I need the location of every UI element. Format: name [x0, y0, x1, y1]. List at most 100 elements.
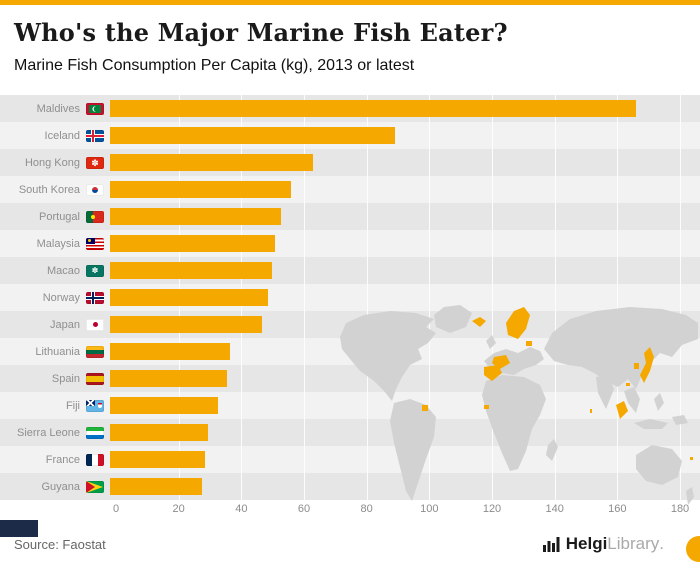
bar — [110, 478, 202, 495]
bar-track — [110, 262, 680, 279]
country-label: Hong Kong — [24, 156, 80, 169]
bar-track — [110, 154, 680, 171]
maldives-flag-icon — [86, 102, 104, 115]
country-label: Sierra Leone — [17, 426, 80, 439]
bar-track — [110, 397, 680, 414]
norway-flag-icon — [86, 291, 104, 304]
bar-track — [110, 451, 680, 468]
x-tick-label: 60 — [297, 503, 311, 515]
bar-track — [110, 424, 680, 441]
bar-track — [110, 478, 680, 495]
bar-track — [110, 343, 680, 360]
country-label: Maldives — [36, 102, 80, 115]
x-tick-label: 140 — [545, 503, 564, 515]
guyana-flag-icon — [86, 480, 104, 493]
chart-row: South Korea — [0, 176, 700, 203]
country-label: Macao — [46, 264, 80, 277]
bar-track — [110, 370, 680, 387]
x-tick-label: 40 — [235, 503, 248, 515]
bar — [110, 262, 272, 279]
x-tick-label: 0 — [112, 503, 120, 515]
bar — [110, 397, 218, 414]
chart-subtitle: Marine Fish Consumption Per Capita (kg),… — [14, 57, 415, 74]
chart-row: Norway — [0, 284, 700, 311]
x-axis: 0 20 40 60 80 100 120 140 160 180 — [112, 503, 689, 520]
bar — [110, 289, 269, 306]
bar — [110, 451, 205, 468]
brand-dot: . — [659, 534, 664, 553]
bar-track — [110, 316, 680, 333]
x-tick-label: 180 — [670, 503, 690, 515]
brand-name-bold: Helgi — [565, 534, 608, 553]
chart-row: Macao — [0, 257, 700, 284]
chart-row: Lithuania — [0, 338, 700, 365]
bar — [110, 424, 209, 441]
country-label: South Korea — [18, 183, 80, 196]
country-label: France — [45, 453, 80, 466]
brand-name-light: Library — [607, 534, 660, 553]
country-label: Japan — [50, 318, 80, 331]
bar-track — [110, 100, 680, 117]
iceland-flag-icon — [86, 129, 104, 142]
bar — [110, 127, 395, 144]
fiji-flag-icon — [86, 399, 104, 412]
country-label: Guyana — [41, 480, 80, 493]
bar — [110, 370, 228, 387]
france-flag-icon — [86, 453, 104, 466]
macao-flag-icon — [86, 264, 104, 277]
corner-tag — [0, 520, 38, 537]
chart-row: Fiji — [0, 392, 700, 419]
malaysia-flag-icon — [86, 237, 104, 250]
bar — [110, 343, 231, 360]
bar-track — [110, 181, 680, 198]
country-label: Fiji — [65, 399, 80, 412]
lithuania-flag-icon — [86, 345, 104, 358]
x-tick-label: 120 — [482, 503, 502, 515]
sierra-leone-flag-icon — [86, 426, 104, 439]
chart-row: Japan — [0, 311, 700, 338]
corner-circle — [686, 536, 700, 562]
spain-flag-icon — [86, 372, 104, 385]
chart-row: Portugal — [0, 203, 700, 230]
bar — [110, 154, 313, 171]
chart-row: Maldives — [0, 95, 700, 122]
country-label: Iceland — [44, 129, 80, 142]
chart-title: Who's the Major Marine Fish Eater? — [14, 18, 508, 47]
country-label: Spain — [51, 372, 80, 385]
country-label: Portugal — [39, 210, 80, 223]
bar-chart-icon — [542, 536, 560, 552]
bar — [110, 235, 275, 252]
japan-flag-icon — [86, 318, 104, 331]
x-tick-label: 20 — [172, 503, 185, 515]
chart-row: Malaysia — [0, 230, 700, 257]
x-tick-label: 160 — [608, 503, 627, 515]
bar-track — [110, 127, 680, 144]
chart-row: Hong Kong — [0, 149, 700, 176]
x-tick-label: 100 — [420, 503, 439, 515]
portugal-flag-icon — [86, 210, 104, 223]
footer: Source: Faostat Helgi Library. — [0, 520, 700, 568]
header: Who's the Major Marine Fish Eater? Marin… — [0, 5, 700, 95]
hong-kong-flag-icon — [86, 156, 104, 169]
south-korea-flag-icon — [86, 183, 104, 196]
bar — [110, 181, 291, 198]
chart-row: Spain — [0, 365, 700, 392]
chart-row: Sierra Leone — [0, 419, 700, 446]
country-label: Norway — [42, 291, 80, 304]
bar — [110, 100, 636, 117]
bar-track — [110, 235, 680, 252]
source-label: Source: Faostat — [14, 536, 106, 552]
chart-row: Iceland — [0, 122, 700, 149]
country-label: Lithuania — [35, 345, 80, 358]
bar — [110, 316, 262, 333]
chart-row: Guyana — [0, 473, 700, 500]
x-tick-label: 80 — [360, 503, 373, 515]
brand-logo[interactable]: Helgi Library. — [542, 534, 664, 554]
bar — [110, 208, 281, 225]
chart-rows: Maldives Iceland Hong Kong South Korea P… — [0, 95, 700, 500]
bar-track — [110, 289, 680, 306]
bar-track — [110, 208, 680, 225]
country-label: Malaysia — [36, 237, 80, 250]
accent-stripe — [0, 0, 700, 5]
